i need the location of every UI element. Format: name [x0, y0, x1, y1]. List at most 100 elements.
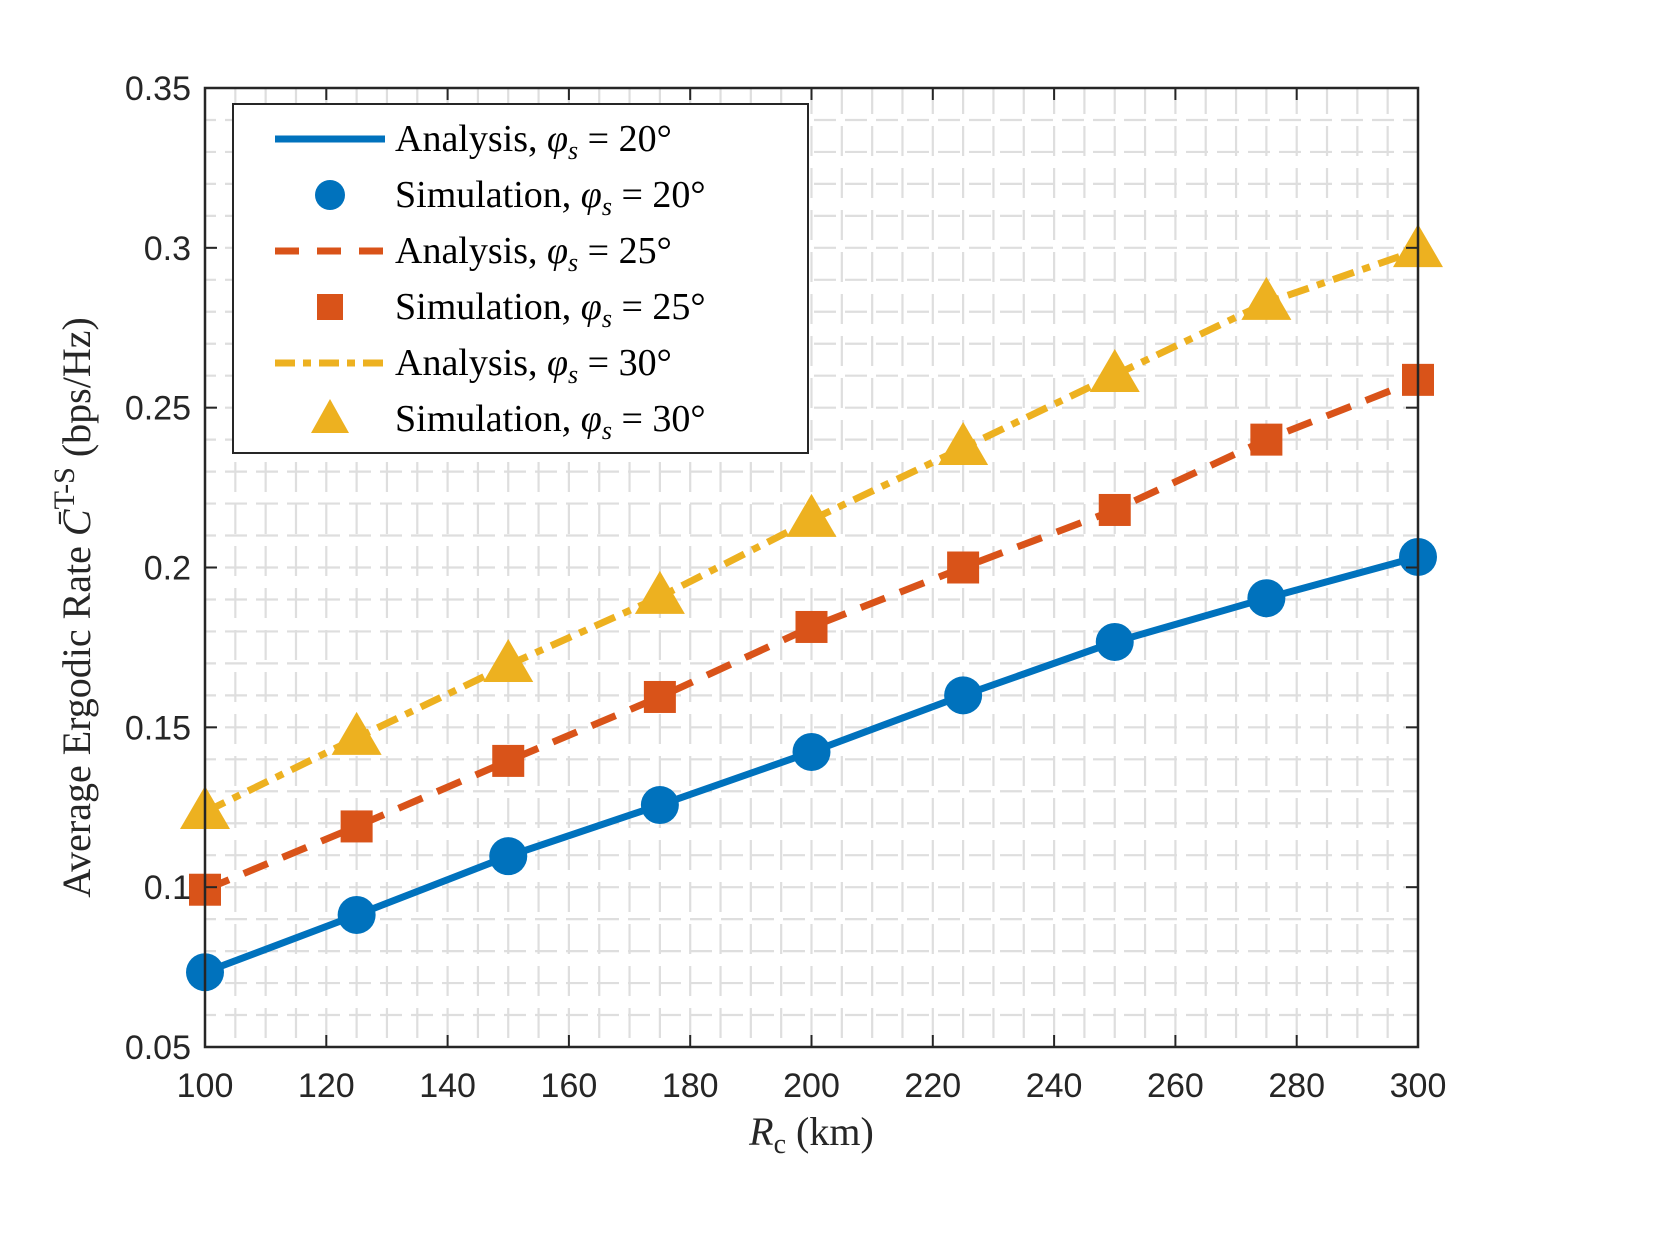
- x-tick-label: 280: [1268, 1067, 1325, 1105]
- x-tick-label: 160: [541, 1067, 598, 1105]
- y-axis-title: Average Ergodic Rate C̄T-S (bps/Hz): [48, 317, 99, 898]
- legend-label: Simulation, φs = 20°: [395, 174, 706, 221]
- legend: Analysis, φs = 20°Simulation, φs = 20°An…: [232, 103, 809, 454]
- legend-phi-symbol: φ: [581, 286, 602, 328]
- x-tick-label: 220: [904, 1067, 961, 1105]
- y-tick-label: 0.2: [144, 550, 191, 588]
- x-axis-subscript: c: [774, 1129, 786, 1160]
- y-tick-label: 0.3: [144, 230, 191, 268]
- data-point-circle: [1247, 579, 1286, 618]
- data-point-triangle: [483, 638, 534, 682]
- data-point-circle: [337, 895, 376, 934]
- legend-item: Analysis, φs = 25°: [275, 230, 672, 277]
- legend-phi-subscript: s: [602, 192, 612, 221]
- y-axis-superscript: T-S: [48, 467, 81, 509]
- legend-phi-symbol: φ: [581, 174, 602, 216]
- legend-phi-subscript: s: [568, 248, 578, 277]
- y-tick-label: 0.1: [144, 869, 191, 907]
- minor-grid: [205, 88, 1418, 1047]
- data-point-triangle: [1241, 276, 1292, 320]
- series-1: [186, 537, 1437, 992]
- legend-label-text: Analysis,: [395, 230, 547, 272]
- legend-phi-symbol: φ: [547, 230, 568, 272]
- data-point-circle: [944, 676, 983, 715]
- x-tick-label: 300: [1390, 1067, 1447, 1105]
- x-tick-labels: 100 120 140 160 180 200 220 240 260 280 300: [177, 1067, 1447, 1105]
- data-point-circle: [792, 732, 831, 771]
- x-axis-unit: (km): [796, 1109, 874, 1154]
- legend-square-icon: [317, 294, 343, 320]
- data-point-square: [643, 680, 676, 713]
- legend-label-text: Simulation,: [395, 398, 581, 440]
- x-tick-label: 260: [1147, 1067, 1204, 1105]
- x-tick-label: 180: [662, 1067, 719, 1105]
- y-axis-unit: (bps/Hz): [54, 317, 99, 467]
- legend-phi-subscript: s: [602, 304, 612, 333]
- y-axis-prefix: Average Ergodic Rate: [54, 536, 99, 898]
- series-2: [203, 376, 1420, 893]
- legend-phi-symbol: φ: [547, 118, 568, 160]
- legend-items: Analysis, φs = 20°Simulation, φs = 20°An…: [275, 118, 706, 445]
- axis-ticks: [204, 87, 1419, 1048]
- series-line: [203, 376, 1420, 893]
- legend-item: Analysis, φs = 30°: [275, 342, 672, 389]
- data-point-square: [947, 551, 980, 584]
- legend-label: Analysis, φs = 25°: [395, 230, 672, 277]
- legend-phi-symbol: φ: [547, 342, 568, 384]
- data-point-triangle: [938, 421, 989, 465]
- data-point-square: [1098, 493, 1131, 526]
- data-point-square: [492, 744, 525, 777]
- legend-label: Simulation, φs = 25°: [395, 286, 706, 333]
- legend-angle-value: = 30°: [612, 398, 706, 440]
- x-axis-symbol: R: [748, 1109, 773, 1154]
- legend-phi-subscript: s: [568, 360, 578, 389]
- data-point-square: [340, 810, 373, 843]
- data-point-circle: [1095, 622, 1134, 661]
- y-tick-label: 0.05: [125, 1029, 191, 1067]
- y-tick-label: 0.15: [125, 709, 191, 747]
- data-point-triangle: [1089, 349, 1140, 393]
- y-tick-labels: 0.05 0.1 0.15 0.2 0.25 0.3 0.35: [125, 70, 191, 1067]
- legend-label-text: Simulation,: [395, 286, 581, 328]
- legend-phi-subscript: s: [568, 136, 578, 165]
- legend-item: Simulation, φs = 20°: [315, 174, 706, 221]
- data-point-triangle: [331, 711, 382, 755]
- legend-label-text: Simulation,: [395, 174, 581, 216]
- legend-label: Analysis, φs = 20°: [395, 118, 672, 165]
- legend-item: Simulation, φs = 25°: [317, 286, 706, 333]
- y-tick-label: 0.35: [125, 70, 191, 108]
- legend-triangle-icon: [311, 399, 349, 433]
- legend-box: [232, 103, 809, 454]
- data-point-square: [795, 610, 828, 643]
- legend-angle-value: = 25°: [578, 230, 672, 272]
- legend-phi-subscript: s: [602, 416, 612, 445]
- legend-angle-value: = 25°: [612, 286, 706, 328]
- y-axis-symbol: C̄: [54, 508, 99, 536]
- data-point-triangle: [786, 493, 837, 537]
- y-tick-label: 0.25: [125, 390, 191, 428]
- series-layer: [180, 224, 1443, 992]
- x-tick-label: 240: [1026, 1067, 1083, 1105]
- data-point-triangle: [634, 570, 685, 614]
- data-point-circle: [489, 837, 528, 876]
- legend-label: Simulation, φs = 30°: [395, 398, 706, 445]
- x-tick-label: 140: [419, 1067, 476, 1105]
- x-tick-label: 200: [783, 1067, 840, 1105]
- legend-label-text: Analysis,: [395, 118, 547, 160]
- legend-angle-value: = 20°: [612, 174, 706, 216]
- legend-label-text: Analysis,: [395, 342, 547, 384]
- x-tick-label: 120: [298, 1067, 355, 1105]
- x-tick-label: 100: [177, 1067, 234, 1105]
- data-point-square: [1250, 423, 1283, 456]
- legend-phi-symbol: φ: [581, 398, 602, 440]
- legend-item: Analysis, φs = 20°: [275, 118, 672, 165]
- x-axis-title: Rc (km): [748, 1109, 874, 1160]
- legend-item: Simulation, φs = 30°: [311, 398, 706, 445]
- legend-circle-icon: [315, 180, 345, 210]
- legend-label: Analysis, φs = 30°: [395, 342, 672, 389]
- series-5: [180, 224, 1443, 830]
- legend-angle-value: = 30°: [578, 342, 672, 384]
- legend-angle-value: = 20°: [578, 118, 672, 160]
- data-point-circle: [640, 786, 679, 825]
